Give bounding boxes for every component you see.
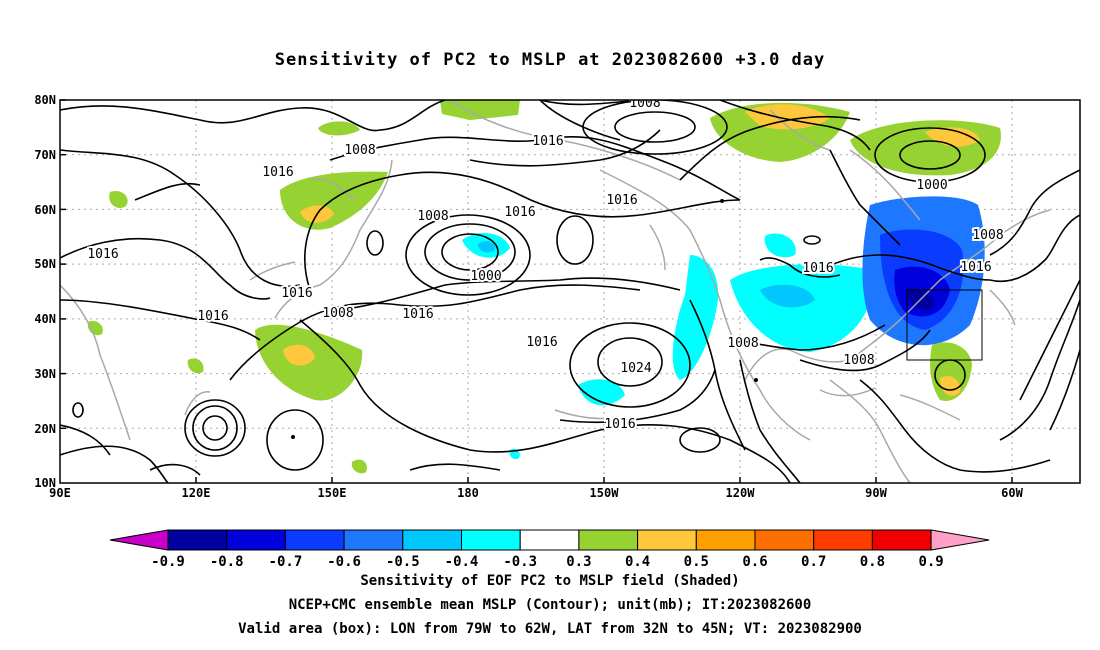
colorbar-tick-label: 0.9	[918, 554, 943, 570]
isobar-label: 1016	[281, 286, 312, 301]
caption-line-1: Sensitivity of EOF PC2 to MSLP field (Sh…	[360, 573, 740, 589]
lat-label: 70N	[34, 148, 56, 162]
caption-line-2: NCEP+CMC ensemble mean MSLP (Contour); u…	[288, 597, 812, 613]
colorbar-segment	[343, 529, 404, 551]
isobar-label: 1008	[417, 209, 448, 224]
colorbar-tick-label: 0.3	[566, 554, 591, 570]
colorbar-segment	[754, 529, 815, 551]
colorbar-tick-label: 0.6	[742, 554, 767, 570]
caption-line-3: Valid area (box): LON from 79W to 62W, L…	[238, 621, 862, 637]
lon-label: 120E	[182, 486, 211, 500]
map-title: Sensitivity of PC2 to MSLP at 2023082600…	[274, 50, 826, 70]
colorbar-segment	[519, 529, 580, 551]
isobar-label: 1016	[262, 165, 293, 180]
lon-label: 150E	[318, 486, 347, 500]
lat-label: 20N	[34, 422, 56, 436]
colorbar-min-arrow	[109, 529, 169, 551]
isobar-label: 1008	[972, 228, 1003, 243]
map-frame	[59, 99, 1081, 484]
colorbar-tick-label: -0.9	[151, 554, 185, 570]
isobar-labels: 1008 1008 1016 1016 1016 1016 1008 1016 …	[85, 96, 1005, 434]
colorbar-tick-label: 0.7	[801, 554, 826, 570]
isobar-label: 1000	[470, 269, 501, 284]
colorbar-segment	[813, 529, 873, 551]
isobar-label: 1008	[843, 353, 874, 368]
axis-ticks	[60, 99, 1013, 483]
isobar-label: 1016	[402, 307, 433, 322]
lon-label: 120W	[726, 486, 756, 500]
contour-dots	[291, 199, 758, 439]
isobar-label: 1008	[629, 96, 660, 111]
lat-label: 10N	[34, 476, 56, 490]
grid-lines	[60, 100, 1080, 483]
isobar-label: 1016	[604, 417, 635, 432]
colorbar-segment	[167, 529, 228, 551]
lon-label: 150W	[590, 486, 620, 500]
isobar-label: 1016	[802, 261, 833, 276]
colorbar-segment	[578, 529, 639, 551]
colorbar-tick-label: -0.8	[210, 554, 244, 570]
lat-label: 80N	[34, 93, 56, 107]
lat-label: 30N	[34, 367, 56, 381]
isobar-label: 1024	[620, 361, 651, 376]
isobar-label: 1016	[532, 134, 563, 149]
lon-label: 90E	[49, 486, 71, 500]
colorbar-tick-label: -0.4	[445, 554, 479, 570]
colorbar-tick-label: -0.5	[386, 554, 420, 570]
isobar-label: 1008	[727, 336, 758, 351]
colorbar-segment	[284, 529, 345, 551]
colorbar-max-arrow	[930, 529, 990, 551]
colorbar-tick-label: -0.7	[269, 554, 303, 570]
lat-label: 40N	[34, 312, 56, 326]
colorbar-tick-label: -0.3	[503, 554, 537, 570]
lat-label: 50N	[34, 257, 56, 271]
colorbar-tick-label: 0.5	[684, 554, 709, 570]
colorbar-segment	[637, 529, 697, 551]
colorbar-segment	[695, 529, 756, 551]
isobar-label: 1016	[87, 247, 118, 262]
isobar-label: 1016	[606, 193, 637, 208]
isobar-label: 1000	[916, 178, 947, 193]
isobar-label: 1016	[197, 309, 228, 324]
isobar-label: 1016	[504, 205, 535, 220]
lon-label: 90W	[865, 486, 887, 500]
colorbar-segment	[226, 529, 286, 551]
colorbar-segment	[461, 529, 521, 551]
colorbar-tick-label: 0.8	[860, 554, 885, 570]
longitude-labels: 90E 120E 150E 180 150W 120W 90W 60W	[49, 486, 1023, 500]
colorbar-tick-label: -0.6	[327, 554, 361, 570]
lon-label: 180	[457, 486, 479, 500]
sensitivity-shading	[87, 100, 1001, 474]
mslp-contours	[60, 100, 1080, 483]
isobar-label: 1008	[344, 143, 375, 158]
colorbar-tick-label: 0.4	[625, 554, 650, 570]
colorbar: -0.9 -0.8 -0.7 -0.6 -0.5 -0.4 -0.3 0.3 0.4 0.5 0.6…	[109, 529, 990, 570]
isobar-label: 1016	[526, 335, 557, 350]
valid-area-box	[906, 289, 983, 361]
lat-label: 60N	[34, 203, 56, 217]
isobar-label: 1008	[322, 306, 353, 321]
latitude-labels: 80N 70N 60N 50N 40N 30N 20N 10N	[34, 93, 56, 490]
colorbar-segment	[402, 529, 462, 551]
lon-label: 60W	[1001, 486, 1023, 500]
colorbar-segment	[871, 529, 932, 551]
isobar-label: 1016	[960, 260, 991, 275]
